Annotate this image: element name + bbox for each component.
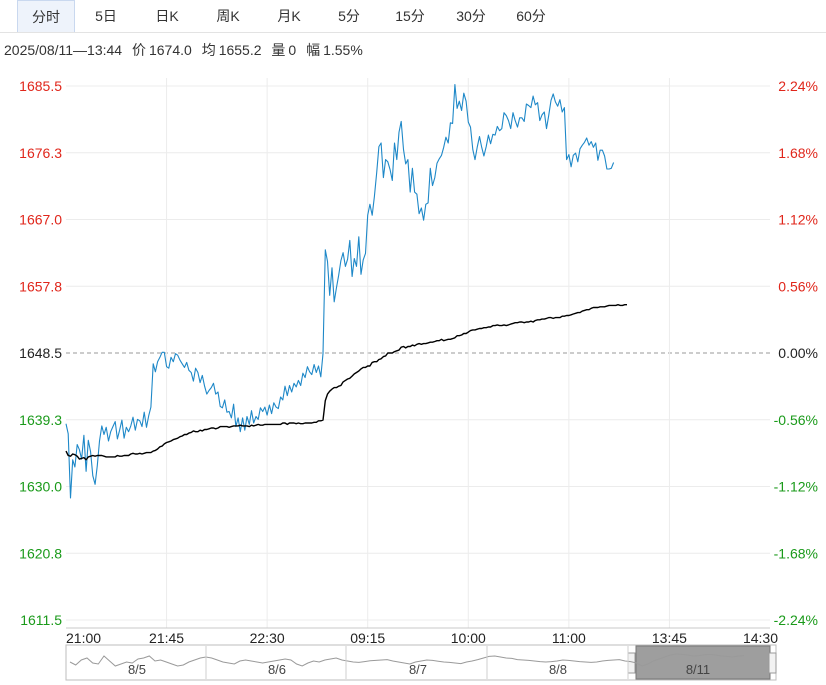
x-tick-label: 13:45 xyxy=(652,630,687,646)
y-tick-label-left: 1648.5 xyxy=(19,345,62,361)
info-datetime: 2025/08/11—13:44 xyxy=(4,42,123,58)
info-avg-label: 均 xyxy=(201,42,216,58)
price-line xyxy=(65,84,615,499)
x-tick-label: 14:30 xyxy=(743,630,778,646)
x-tick-label: 21:45 xyxy=(149,630,184,646)
x-tick-label: 10:00 xyxy=(451,630,486,646)
tab-month-k[interactable]: 月K xyxy=(277,8,301,24)
tab-day-k[interactable]: 日K xyxy=(155,8,179,24)
info-price-label: 价 xyxy=(131,42,146,58)
y-tick-label-left: 1676.3 xyxy=(19,145,62,161)
y-tick-label-right: 0.56% xyxy=(778,278,818,294)
navigator-date-label: 8/5 xyxy=(128,662,146,677)
y-tick-label-left: 1630.0 xyxy=(19,479,62,495)
y-tick-label-right: 2.24% xyxy=(778,78,818,94)
tab-60min[interactable]: 60分 xyxy=(516,8,546,24)
y-tick-label-right: 0.00% xyxy=(778,345,818,361)
period-tabs: 分时 5日 日K 周K 月K 5分 15分 30分 60分 xyxy=(0,0,826,33)
y-tick-label-left: 1685.5 xyxy=(19,78,62,94)
y-tick-label-left: 1657.8 xyxy=(19,278,62,294)
x-tick-label: 11:00 xyxy=(552,630,586,646)
navigator-date-label: 8/8 xyxy=(549,662,567,677)
info-price: 1674.0 xyxy=(148,42,192,58)
tab-5min[interactable]: 5分 xyxy=(338,8,360,24)
navigator-handle-left xyxy=(627,652,636,674)
tab-15min[interactable]: 15分 xyxy=(395,8,425,24)
y-tick-label-left: 1620.8 xyxy=(19,545,62,561)
tab-week-k[interactable]: 周K xyxy=(216,8,240,24)
info-volume-label: 量 xyxy=(271,42,286,58)
navigator-selection xyxy=(635,645,771,680)
y-tick-label-right: -1.68% xyxy=(774,545,818,561)
info-change: 1.55% xyxy=(323,42,363,58)
x-tick-label: 21:00 xyxy=(66,630,101,646)
tab-fenshi[interactable]: 分时 xyxy=(17,0,75,32)
tab-5day[interactable]: 5日 xyxy=(95,8,117,24)
y-tick-label-left: 1667.0 xyxy=(19,212,62,228)
y-tick-label-right: -2.24% xyxy=(774,612,818,628)
y-tick-label-left: 1611.5 xyxy=(20,612,62,628)
navigator-date-label: 8/6 xyxy=(268,662,286,677)
y-tick-label-left: 1639.3 xyxy=(19,412,62,428)
tab-30min[interactable]: 30分 xyxy=(456,8,486,24)
navigator-sparkline xyxy=(69,653,745,667)
navigator-date-label: 8/7 xyxy=(409,662,427,677)
y-tick-label-right: 1.12% xyxy=(778,212,818,228)
y-tick-label-right: 1.68% xyxy=(778,145,818,161)
info-avg: 1655.2 xyxy=(218,42,262,58)
info-volume: 0 xyxy=(288,42,297,58)
info-change-label: 幅 xyxy=(306,42,321,58)
x-tick-label: 09:15 xyxy=(350,630,385,646)
y-tick-label-right: -1.12% xyxy=(774,479,818,495)
x-tick-label: 22:30 xyxy=(250,630,285,646)
navigator-handle-right xyxy=(768,652,777,674)
navigator-date-label: 8/11 xyxy=(686,662,710,677)
average-price-line xyxy=(65,304,627,461)
y-tick-label-right: -0.56% xyxy=(774,412,818,428)
